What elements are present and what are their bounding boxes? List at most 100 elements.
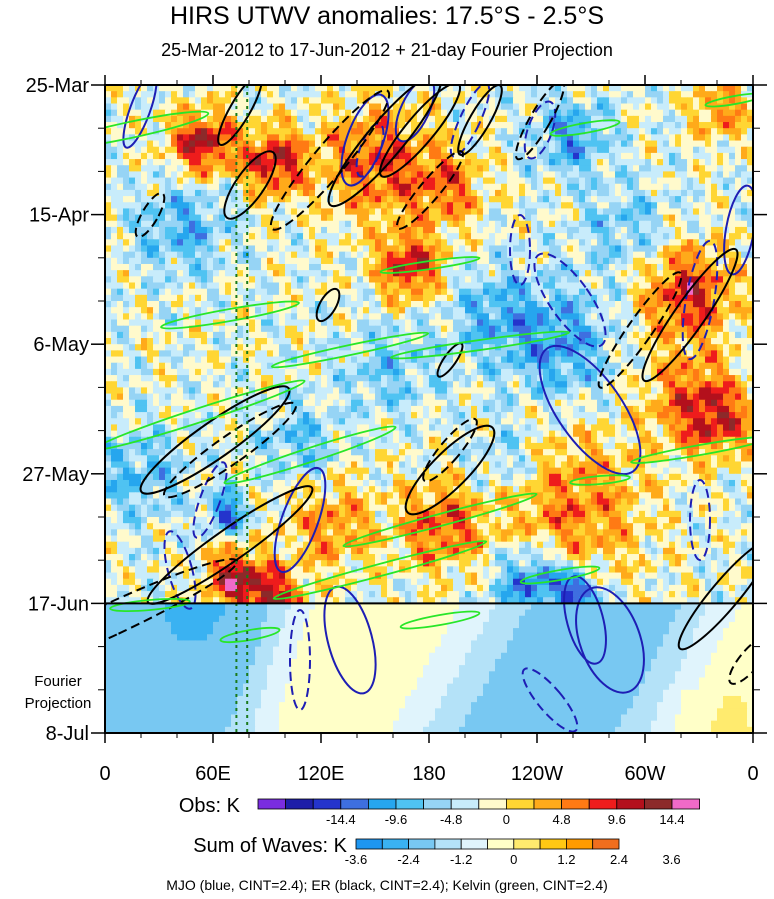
heatmap-cell — [471, 270, 478, 277]
heatmap-cell — [153, 152, 160, 160]
heatmap-cell — [111, 220, 118, 228]
heatmap-cell — [165, 307, 172, 314]
heatmap-cell — [633, 159, 640, 166]
heatmap-cell — [633, 109, 640, 117]
heatmap-cell — [321, 282, 328, 290]
heatmap-cell — [111, 233, 118, 240]
heatmap-cell — [537, 288, 544, 296]
heatmap-cell — [123, 245, 130, 253]
heatmap-cell — [429, 251, 436, 259]
heatmap-cell — [393, 233, 400, 240]
heatmap-cell — [327, 239, 334, 247]
heatmap-cell — [267, 226, 274, 234]
heatmap-cell — [597, 97, 604, 105]
heatmap-cell — [363, 134, 370, 142]
heatmap-cell — [243, 177, 250, 185]
heatmap-cell — [525, 196, 532, 203]
heatmap-cell — [549, 165, 556, 172]
heatmap-cell — [279, 214, 286, 222]
heatmap-cell — [105, 208, 112, 216]
heatmap-cell — [525, 257, 532, 265]
heatmap-cell — [555, 282, 562, 290]
heatmap-cell — [735, 239, 742, 247]
heatmap-cell — [585, 109, 592, 117]
heatmap-cell — [561, 109, 568, 117]
heatmap-cell — [591, 313, 598, 321]
heatmap-cell — [537, 208, 544, 216]
heatmap-cell — [327, 91, 334, 98]
heatmap-cell — [603, 270, 610, 277]
heatmap-cell — [381, 214, 388, 222]
heatmap-cell — [627, 350, 634, 358]
heatmap-cell — [201, 344, 208, 351]
heatmap-cell — [189, 183, 196, 191]
heatmap-cell — [249, 344, 256, 351]
heatmap-cell — [117, 128, 124, 135]
heatmap-cell — [585, 97, 592, 105]
heatmap-cell — [237, 177, 244, 185]
heatmap-cell — [747, 214, 753, 222]
heatmap-cell — [471, 183, 478, 191]
heatmap-cell — [273, 362, 280, 370]
heatmap-cell — [507, 344, 514, 351]
heatmap-cell — [147, 251, 154, 259]
heatmap-cell — [531, 171, 538, 179]
heatmap-cell — [639, 91, 646, 98]
heatmap-cell — [369, 159, 376, 166]
heatmap-cell — [459, 350, 466, 358]
heatmap-cell — [183, 368, 190, 376]
heatmap-cell — [477, 257, 484, 265]
heatmap-cell — [609, 165, 616, 172]
heatmap-cell — [237, 288, 244, 296]
heatmap-cell — [213, 288, 220, 296]
heatmap-cell — [597, 183, 604, 191]
heatmap-cell — [291, 239, 298, 247]
heatmap-cell — [267, 214, 274, 222]
heatmap-cell — [339, 301, 346, 308]
heatmap-cell — [171, 239, 178, 247]
heatmap-cell — [423, 103, 430, 111]
heatmap-cell — [315, 196, 322, 203]
heatmap-cell — [645, 202, 652, 210]
heatmap-cell — [447, 134, 454, 142]
heatmap-cell — [339, 85, 346, 92]
heatmap-cell — [393, 288, 400, 296]
heatmap-cell — [513, 319, 520, 327]
heatmap-cell — [609, 356, 616, 364]
heatmap-cell — [303, 331, 310, 339]
heatmap-cell — [291, 109, 298, 117]
heatmap-cell — [225, 257, 232, 265]
heatmap-cell — [177, 165, 184, 172]
heatmap-cell — [627, 85, 634, 92]
heatmap-cell — [651, 85, 658, 92]
heatmap-cell — [147, 202, 154, 210]
heatmap-cell — [579, 344, 586, 351]
heatmap-cell — [231, 134, 238, 142]
heatmap-cell — [657, 159, 664, 166]
heatmap-cell — [267, 122, 274, 129]
heatmap-cell — [345, 122, 352, 129]
heatmap-cell — [141, 183, 148, 191]
heatmap-cell — [339, 233, 346, 240]
heatmap-cell — [135, 122, 142, 129]
heatmap-cell — [123, 288, 130, 296]
heatmap-cell — [645, 134, 652, 142]
heatmap-cell — [111, 276, 118, 284]
heatmap-cell — [651, 171, 658, 179]
heatmap-cell — [633, 152, 640, 160]
heatmap-cell — [321, 350, 328, 358]
heatmap-cell — [537, 140, 544, 148]
heatmap-cell — [201, 171, 208, 179]
heatmap-cell — [723, 214, 730, 222]
heatmap-cell — [105, 276, 112, 284]
heatmap-cell — [441, 220, 448, 228]
heatmap-cell — [177, 177, 184, 185]
heatmap-cell — [711, 220, 718, 228]
heatmap-cell — [741, 214, 748, 222]
heatmap-cell — [213, 189, 220, 197]
heatmap-cell — [591, 344, 598, 351]
heatmap-cell — [303, 245, 310, 253]
heatmap-cell — [171, 282, 178, 290]
heatmap-cell — [135, 171, 142, 179]
heatmap-cell — [213, 344, 220, 351]
